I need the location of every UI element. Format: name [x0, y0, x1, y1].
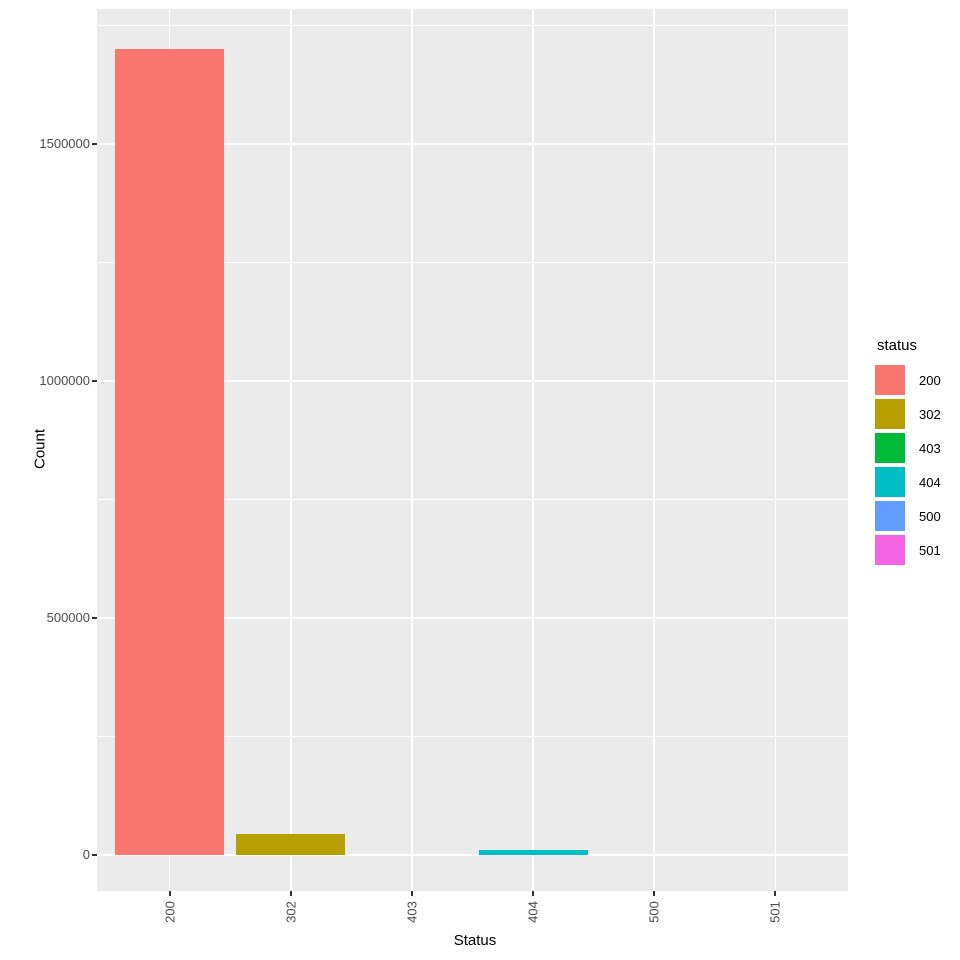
legend-title: status [877, 337, 918, 354]
minor-gridline [97, 262, 848, 264]
y-tick [92, 617, 97, 619]
major-gridline-x [774, 9, 777, 891]
x-tick [532, 891, 535, 896]
legend-item: 501 [875, 535, 941, 565]
legend-label: 500 [919, 508, 941, 524]
major-gridline [97, 854, 848, 856]
x-tick [410, 891, 413, 896]
x-tick [168, 891, 171, 896]
x-tick [653, 891, 656, 896]
x-tick-label: 500 [646, 901, 662, 923]
major-gridline-x [653, 9, 655, 891]
minor-gridline [97, 25, 848, 27]
legend-items: 200 302 403 404 500 501 [875, 365, 941, 565]
y-tick-label: 1000000 [39, 373, 90, 389]
bar-200 [115, 49, 225, 855]
minor-gridline [97, 735, 848, 737]
legend-item: 200 [875, 365, 941, 395]
legend-swatch-500 [875, 501, 905, 531]
x-tick-label: 501 [767, 901, 783, 923]
minor-gridline [97, 499, 848, 501]
x-tick [774, 891, 777, 896]
plot-panel [97, 9, 848, 891]
legend-swatch-302 [875, 399, 905, 429]
legend-label: 200 [919, 372, 941, 388]
bar-302 [236, 833, 346, 855]
y-tick [92, 380, 97, 383]
x-tick-label: 200 [162, 901, 178, 923]
major-gridline [97, 380, 848, 382]
x-tick-label: 403 [404, 901, 420, 923]
y-tick-label: 500000 [46, 610, 90, 625]
legend-label: 501 [919, 542, 941, 558]
legend-item: 500 [875, 501, 941, 531]
x-tick [289, 891, 292, 896]
legend-swatch-404 [875, 467, 905, 497]
legend: status 200 302 403 404 500 501 [875, 337, 941, 569]
legend-label: 403 [919, 440, 941, 456]
bar-404 [478, 850, 588, 855]
legend-label: 302 [919, 406, 941, 422]
y-tick-label: 1500000 [39, 136, 90, 152]
legend-swatch-200 [875, 365, 905, 395]
x-tick-label: 302 [283, 901, 299, 923]
legend-swatch-501 [875, 535, 905, 565]
y-tick-label: 0 [82, 846, 90, 862]
legend-swatch-403 [875, 433, 905, 463]
legend-label: 404 [919, 474, 941, 490]
y-tick [92, 143, 97, 146]
y-axis-title: Count [31, 428, 49, 470]
major-gridline [97, 143, 848, 145]
x-tick-label: 404 [525, 901, 541, 923]
major-gridline-x [290, 9, 292, 891]
major-gridline-x [532, 9, 534, 891]
y-tick [92, 853, 97, 856]
x-axis-title: Status [453, 932, 497, 949]
legend-item: 403 [875, 433, 941, 463]
major-gridline-x [411, 9, 413, 891]
legend-item: 404 [875, 467, 941, 497]
legend-item: 302 [875, 399, 941, 429]
major-gridline [97, 617, 848, 619]
